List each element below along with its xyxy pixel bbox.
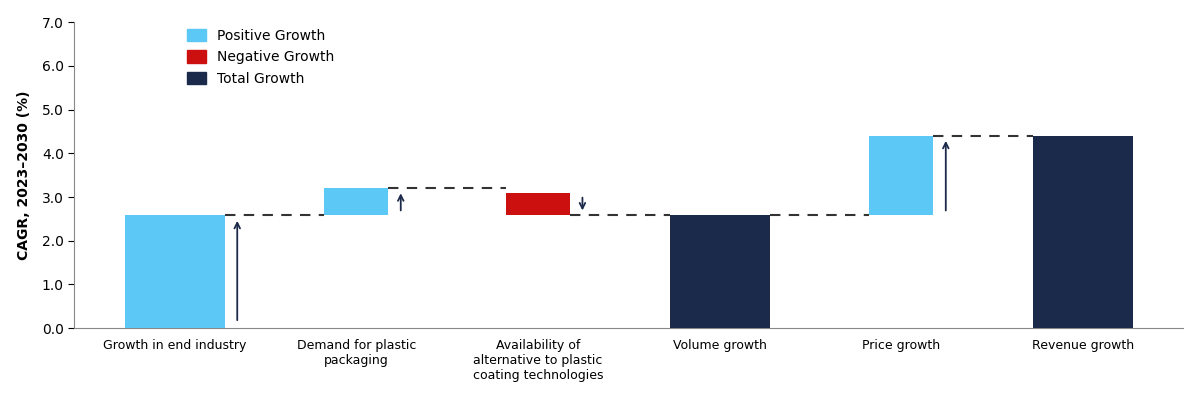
Bar	[324, 188, 388, 215]
Bar	[1033, 136, 1133, 328]
Bar	[870, 136, 934, 215]
Bar	[125, 215, 224, 328]
Bar	[506, 193, 570, 215]
Y-axis label: CAGR, 2023–2030 (%): CAGR, 2023–2030 (%)	[17, 91, 31, 260]
Bar	[670, 215, 769, 328]
Legend: Positive Growth, Negative Growth, Total Growth: Positive Growth, Negative Growth, Total …	[181, 23, 340, 91]
